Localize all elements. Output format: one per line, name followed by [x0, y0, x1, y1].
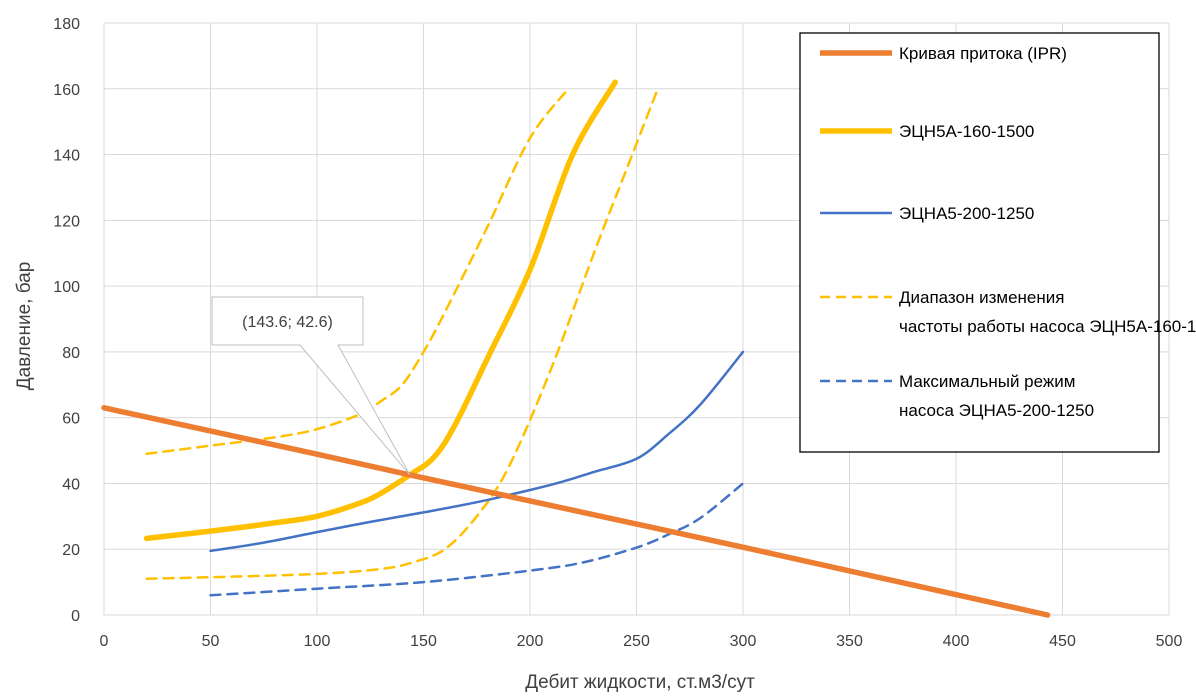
legend: Кривая притока (IPR) ЭЦН5А-160-1500 ЭЦНА… — [799, 32, 1196, 453]
x-tick-label: 450 — [1049, 633, 1076, 650]
callout-box — [211, 296, 411, 476]
legend-label-range: Диапазон изменения частоты работы насоса … — [899, 288, 1196, 336]
y-tick-label: 180 — [53, 16, 80, 33]
x-axis-title: Дебит жидкости, ст.м3/сут — [525, 672, 755, 693]
series-line-range-upper — [145, 87, 570, 456]
y-tick-label: 100 — [53, 279, 80, 296]
x-tick-label: 350 — [836, 633, 863, 650]
grid — [103, 22, 1170, 616]
y-tick-label: 160 — [53, 82, 80, 99]
data-callout: (143.6; 42.6) — [211, 296, 411, 476]
x-tick-label: 400 — [943, 633, 970, 650]
legend-label-max: Максимальный режим насоса ЭЦНА5-200-1250 — [899, 372, 1094, 420]
x-tick-label: 250 — [623, 633, 650, 650]
legend-label-ipr: Кривая притока (IPR) — [899, 44, 1067, 63]
y-tick-label: 120 — [53, 213, 80, 230]
series-line-max-ecn200 — [209, 482, 745, 597]
y-tick-label: 60 — [62, 411, 80, 428]
series-layer — [101, 79, 1051, 618]
series-line-ecn200 — [209, 350, 745, 553]
y-tick-label: 140 — [53, 148, 80, 165]
series-line-ecn160 — [143, 79, 618, 542]
x-tick-label: 50 — [202, 633, 220, 650]
x-tick-label: 150 — [410, 633, 437, 650]
legend-label-ecn200: ЭЦНА5-200-1250 — [899, 204, 1034, 223]
y-tick-label: 0 — [71, 608, 80, 625]
x-tick-label: 0 — [100, 633, 109, 650]
legend-label-ecn160: ЭЦН5А-160-1500 — [899, 122, 1034, 141]
series-line-ipr — [101, 405, 1051, 618]
callout-label: (143.6; 42.6) — [242, 314, 333, 331]
y-tick-label: 80 — [62, 345, 80, 362]
x-tick-label: 100 — [304, 633, 331, 650]
x-tick-label: 200 — [517, 633, 544, 650]
axis-ticks: 0 50 100 150 200 250 300 350 400 450 500 0 20 40 60 80 1… — [53, 16, 1182, 650]
y-tick-label: 40 — [62, 476, 80, 493]
series-line-range-lower — [145, 87, 660, 581]
y-tick-label: 20 — [62, 542, 80, 559]
y-axis-title: Давление, бар — [14, 262, 35, 391]
x-tick-label: 500 — [1156, 633, 1183, 650]
x-tick-label: 300 — [730, 633, 757, 650]
